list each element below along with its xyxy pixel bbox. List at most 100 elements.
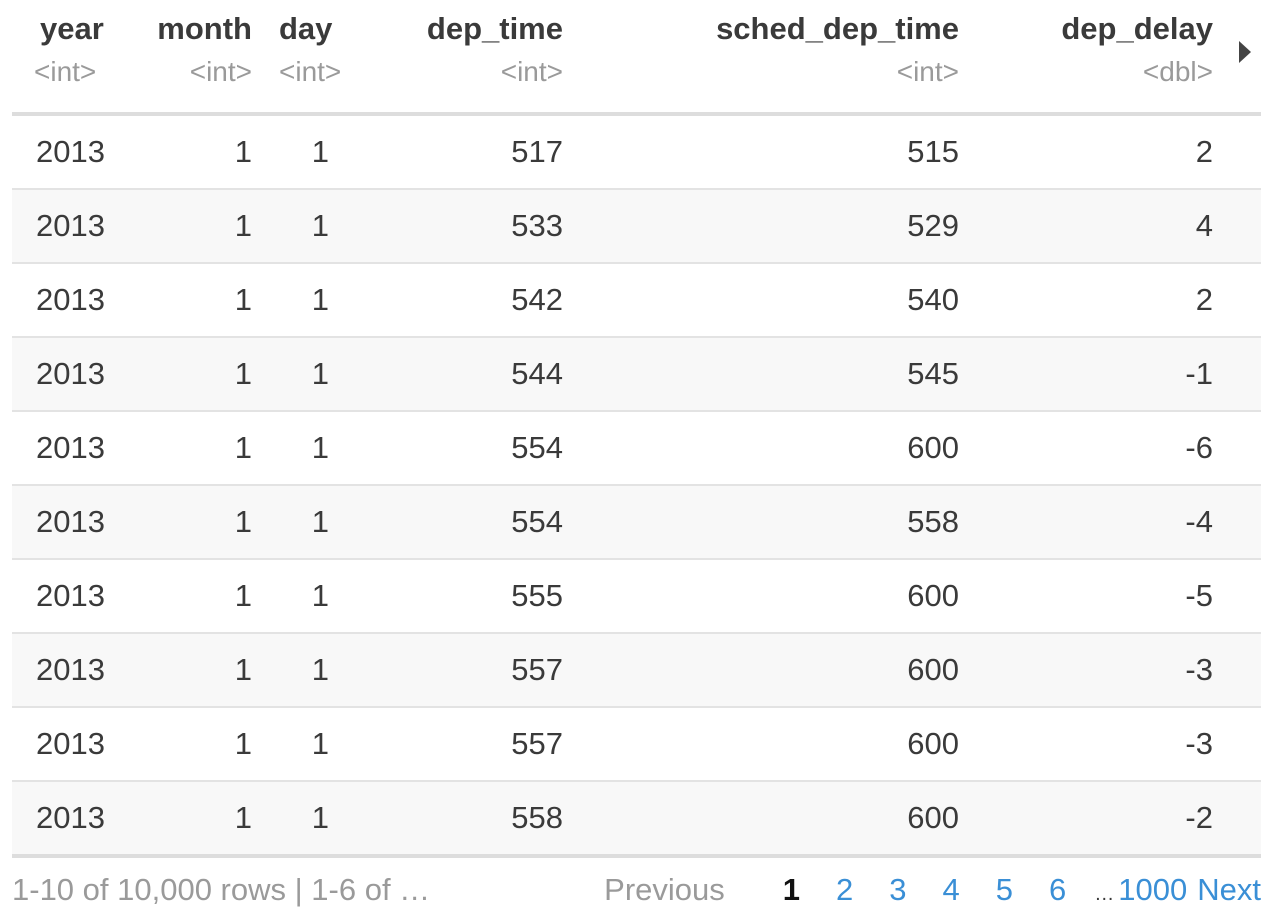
row-filler xyxy=(1213,781,1261,858)
column-header-dep-time: dep_time <int> xyxy=(337,0,563,116)
cell-day: 1 xyxy=(252,263,337,338)
cell-sched-dep-time: 515 xyxy=(563,114,959,190)
row-filler xyxy=(1213,559,1261,634)
column-type: <int> xyxy=(896,56,959,87)
table-body: 2013 1 1 517 515 2 2013 1 1 533 529 4 2013 1 1 542 540 2 2… xyxy=(12,114,1261,858)
column-type: <int> xyxy=(500,56,563,87)
cell-month: 1 xyxy=(112,781,252,858)
column-header-year: year <int> xyxy=(12,0,112,116)
cell-year: 2013 xyxy=(12,114,112,190)
column-name: month xyxy=(157,11,252,46)
cell-month: 1 xyxy=(112,485,252,560)
page-button-1[interactable]: 1 xyxy=(782,872,801,907)
page-button-4[interactable]: 4 xyxy=(942,872,960,907)
cell-dep-time: 555 xyxy=(337,559,563,634)
triangle-right-icon[interactable] xyxy=(1239,41,1251,63)
table-row: 2013 1 1 557 600 -3 xyxy=(12,707,1261,782)
page-button-6[interactable]: 6 xyxy=(1049,872,1067,907)
row-filler xyxy=(1213,337,1261,412)
next-button[interactable]: Next xyxy=(1197,872,1261,907)
cell-year: 2013 xyxy=(12,189,112,264)
column-header-month: month <int> xyxy=(112,0,252,116)
table-row: 2013 1 1 517 515 2 xyxy=(12,114,1261,190)
cell-dep-delay: -3 xyxy=(959,633,1213,708)
column-name: dep_time xyxy=(426,11,563,46)
column-type: <int> xyxy=(34,56,97,87)
cell-dep-delay: 2 xyxy=(959,263,1213,338)
table-row: 2013 1 1 554 558 -4 xyxy=(12,485,1261,560)
row-filler xyxy=(1213,411,1261,486)
row-filler xyxy=(1213,485,1261,560)
row-filler xyxy=(1213,189,1261,264)
column-header-sched-dep-time: sched_dep_time <int> xyxy=(563,0,959,116)
cell-dep-delay: 4 xyxy=(959,189,1213,264)
column-name: day xyxy=(279,11,333,46)
cell-year: 2013 xyxy=(12,707,112,782)
previous-button[interactable]: Previous xyxy=(604,872,725,907)
cell-month: 1 xyxy=(112,707,252,782)
column-type: <int> xyxy=(279,56,342,87)
table-row: 2013 1 1 554 600 -6 xyxy=(12,411,1261,486)
table-row: 2013 1 1 558 600 -2 xyxy=(12,781,1261,858)
cell-sched-dep-time: 600 xyxy=(563,707,959,782)
table-row: 2013 1 1 557 600 -3 xyxy=(12,633,1261,708)
cell-dep-delay: -3 xyxy=(959,707,1213,782)
data-table: year <int> month <int> day <int> xyxy=(12,0,1261,858)
cell-month: 1 xyxy=(112,559,252,634)
cell-year: 2013 xyxy=(12,559,112,634)
cell-day: 1 xyxy=(252,781,337,858)
cell-year: 2013 xyxy=(12,781,112,858)
cell-sched-dep-time: 600 xyxy=(563,411,959,486)
cell-day: 1 xyxy=(252,485,337,560)
pagination-ellipsis: … xyxy=(1094,883,1115,905)
cell-year: 2013 xyxy=(12,263,112,338)
column-name: dep_delay xyxy=(1061,11,1213,46)
cell-dep-time: 557 xyxy=(337,633,563,708)
row-filler xyxy=(1213,707,1261,782)
column-header-dep-delay: dep_delay <dbl> xyxy=(959,0,1213,116)
data-table-container: year <int> month <int> day <int> xyxy=(12,0,1261,858)
page-button-last[interactable]: 1000 xyxy=(1118,872,1188,907)
cell-dep-time: 554 xyxy=(337,411,563,486)
cell-sched-dep-time: 545 xyxy=(563,337,959,412)
cell-dep-delay: 2 xyxy=(959,114,1213,190)
cell-day: 1 xyxy=(252,707,337,782)
cell-month: 1 xyxy=(112,114,252,190)
table-row: 2013 1 1 542 540 2 xyxy=(12,263,1261,338)
cell-dep-time: 557 xyxy=(337,707,563,782)
cell-sched-dep-time: 529 xyxy=(563,189,959,264)
cell-dep-delay: -5 xyxy=(959,559,1213,634)
cell-month: 1 xyxy=(112,189,252,264)
cell-month: 1 xyxy=(112,411,252,486)
cell-year: 2013 xyxy=(12,337,112,412)
table-row: 2013 1 1 544 545 -1 xyxy=(12,337,1261,412)
cell-day: 1 xyxy=(252,633,337,708)
cell-sched-dep-time: 600 xyxy=(563,559,959,634)
page-button-5[interactable]: 5 xyxy=(995,872,1014,907)
page-button-2[interactable]: 2 xyxy=(836,872,854,907)
header-row: year <int> month <int> day <int> xyxy=(12,0,1261,116)
cell-dep-delay: -1 xyxy=(959,337,1213,412)
cell-day: 1 xyxy=(252,559,337,634)
cell-dep-delay: -6 xyxy=(959,411,1213,486)
table-row: 2013 1 1 555 600 -5 xyxy=(12,559,1261,634)
cell-dep-time: 558 xyxy=(337,781,563,858)
column-type: <dbl> xyxy=(1142,56,1213,87)
page-button-3[interactable]: 3 xyxy=(889,872,907,907)
cell-day: 1 xyxy=(252,114,337,190)
pagination: Previous 1 2 3 4 5 6 … 1000 Next xyxy=(604,865,1261,919)
cell-dep-time: 554 xyxy=(337,485,563,560)
column-header-day: day <int> xyxy=(252,0,342,116)
cell-month: 1 xyxy=(112,337,252,412)
cell-year: 2013 xyxy=(12,485,112,560)
next-columns-control xyxy=(1213,0,1261,116)
cell-sched-dep-time: 600 xyxy=(563,781,959,858)
column-type: <int> xyxy=(189,56,252,87)
cell-dep-time: 544 xyxy=(337,337,563,412)
rows-info: 1-10 of 10,000 rows | 1-6 of … xyxy=(12,872,431,907)
cell-dep-delay: -2 xyxy=(959,781,1213,858)
cell-year: 2013 xyxy=(12,411,112,486)
cell-dep-time: 542 xyxy=(337,263,563,338)
cell-day: 1 xyxy=(252,189,337,264)
cell-month: 1 xyxy=(112,263,252,338)
